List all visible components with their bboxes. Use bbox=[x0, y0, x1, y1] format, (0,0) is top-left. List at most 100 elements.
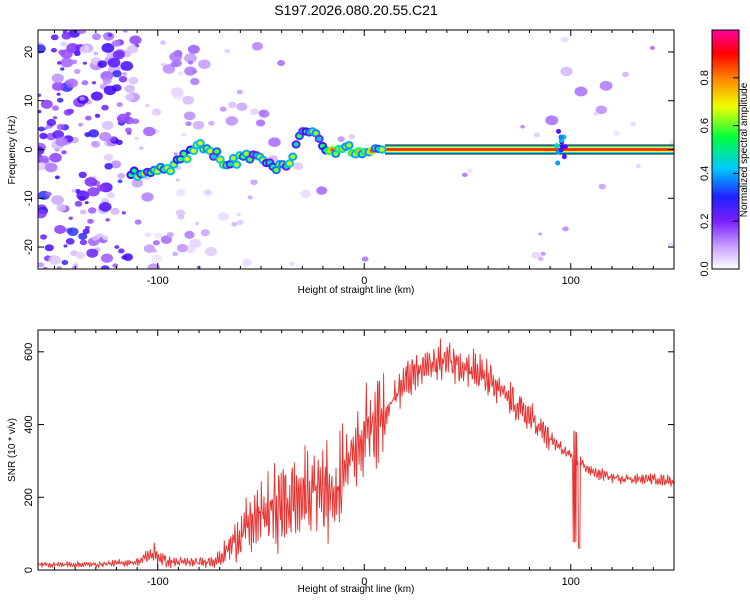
heatmap-noise-blob bbox=[48, 255, 61, 265]
snr-xtick-label: 100 bbox=[562, 576, 580, 588]
snr-xtick-label: -100 bbox=[147, 576, 169, 588]
heatmap-noise-blob bbox=[231, 222, 238, 227]
heatmap-noise-blob bbox=[147, 263, 161, 269]
heatmap-ylabel: Frequency (Hz) bbox=[7, 116, 18, 185]
colorbar-tick-label: 0.8 bbox=[699, 70, 711, 85]
heatmap-noise-blob bbox=[125, 127, 132, 133]
heatmap-ridge-core bbox=[234, 162, 240, 167]
heatmap-noise-blob bbox=[110, 137, 117, 142]
heatmap-noise-blob bbox=[93, 51, 99, 56]
heatmap-noise-blob bbox=[79, 45, 90, 54]
heatmap-noise-blob bbox=[187, 60, 194, 65]
heatmap-noise-blob bbox=[593, 112, 599, 116]
snr-ytick-label: 0 bbox=[23, 567, 35, 573]
heatmap-noise-blob bbox=[60, 67, 65, 71]
heatmap-noise-blob bbox=[337, 136, 345, 142]
heatmap-noise-blob bbox=[38, 146, 45, 156]
heatmap-noise-blob bbox=[289, 261, 295, 266]
heatmap-ridge-core bbox=[131, 168, 137, 173]
heatmap-ridge-core bbox=[184, 156, 190, 162]
heatmap-noise-blob bbox=[236, 102, 248, 111]
heatmap-noise-blob bbox=[122, 30, 128, 33]
heatmap-ridge-core bbox=[290, 154, 296, 159]
heatmap-noise-blob bbox=[116, 102, 123, 107]
heatmap-noise-blob bbox=[128, 77, 139, 85]
heatmap-noise-blob bbox=[121, 211, 126, 215]
heatmap-noise-blob bbox=[122, 72, 128, 76]
heatmap-noise-blob bbox=[99, 131, 112, 142]
heatmap-noise-blob bbox=[67, 227, 79, 237]
heatmap-ridge-core bbox=[207, 148, 213, 154]
heatmap-disturbance-blob bbox=[556, 128, 562, 134]
figure-title: S197.2026.080.20.55.C21 bbox=[274, 2, 438, 18]
heatmap-noise-blob bbox=[55, 136, 68, 147]
heatmap-noise-blob bbox=[112, 70, 122, 78]
heatmap-noise-blob bbox=[94, 113, 101, 118]
heatmap-ridge-core bbox=[243, 151, 250, 157]
heatmap-noise-blob bbox=[533, 132, 540, 138]
colorbar-gradient bbox=[711, 29, 740, 270]
heatmap-disturbance-blob bbox=[555, 160, 561, 166]
heatmap-ridge-core bbox=[191, 148, 197, 154]
heatmap-noise-blob bbox=[60, 57, 74, 68]
heatmap-ytick-label: -20 bbox=[23, 239, 35, 255]
heatmap-noise-blob bbox=[38, 126, 45, 132]
heatmap-noise-blob bbox=[76, 190, 90, 201]
heatmap-noise-blob bbox=[52, 81, 65, 92]
heatmap-noise-blob bbox=[84, 201, 89, 205]
heatmap-noise-blob bbox=[79, 239, 88, 246]
heatmap-noise-blob bbox=[184, 230, 195, 239]
heatmap-noise-blob bbox=[63, 244, 68, 248]
snr-ytick-label: 600 bbox=[23, 343, 35, 361]
heatmap-noise-blob bbox=[176, 243, 188, 253]
heatmap-noise-blob bbox=[599, 80, 613, 91]
heatmap-noise-blob bbox=[76, 30, 87, 35]
heatmap-noise-blob bbox=[183, 111, 196, 121]
heatmap-noise-blob bbox=[537, 256, 544, 262]
heatmap-noise-blob bbox=[102, 235, 109, 241]
heatmap-ridge-core bbox=[181, 151, 187, 157]
heatmap-noise-blob bbox=[56, 266, 62, 269]
heatmap-noise-blob bbox=[126, 44, 139, 54]
heatmap-noise-blob bbox=[73, 68, 81, 75]
heatmap-noise-blob bbox=[104, 163, 113, 170]
heatmap-noise-blob bbox=[61, 150, 67, 155]
heatmap-noise-blob bbox=[292, 162, 304, 171]
heatmap-noise-blob bbox=[84, 225, 90, 230]
heatmap-noise-blob bbox=[103, 85, 117, 96]
heatmap-noise-blob bbox=[87, 187, 100, 197]
heatmap-ridge-core bbox=[177, 157, 184, 162]
heatmap-noise-blob bbox=[63, 109, 73, 116]
heatmap-noise-blob bbox=[203, 189, 213, 196]
heatmap-noise-blob bbox=[170, 61, 178, 68]
heatmap-noise-blob bbox=[78, 122, 84, 127]
heatmap-noise-blob bbox=[117, 172, 126, 179]
heatmap-noise-blob bbox=[65, 237, 75, 245]
snr-axes: -100 0 100 0 200 400 600 bbox=[23, 330, 675, 588]
heatmap-noise-blob bbox=[175, 188, 186, 197]
heatmap-noise-blob bbox=[39, 155, 50, 164]
heatmap-noise-blob bbox=[538, 232, 543, 236]
heatmap-noise-blob bbox=[111, 40, 119, 47]
heatmap-noise-blob bbox=[56, 92, 61, 96]
heatmap-noise-blob bbox=[124, 93, 135, 101]
colorbar-ticks: 0.0 0.2 0.4 0.6 0.8 bbox=[699, 70, 739, 277]
heatmap-noise-blob bbox=[300, 189, 311, 198]
heatmap-noise-blob bbox=[97, 60, 108, 68]
heatmap-noise-blob bbox=[361, 256, 369, 262]
heatmap-noise-blob bbox=[622, 71, 629, 78]
heatmap-noise-blob bbox=[84, 177, 97, 187]
heatmap-noise-blob bbox=[56, 97, 64, 103]
heatmap-noise-blob bbox=[98, 201, 112, 212]
heatmap-noise-blob bbox=[87, 218, 94, 224]
heatmap-ridge-core bbox=[379, 147, 385, 152]
heatmap-noise-blob bbox=[103, 153, 114, 161]
heatmap-noise-blob bbox=[122, 253, 133, 262]
heatmap-noise-blob bbox=[250, 179, 258, 186]
heatmap-noise-blob bbox=[56, 61, 62, 65]
heatmap-noise-blob bbox=[668, 139, 674, 145]
heatmap-noise-blob bbox=[50, 34, 59, 41]
heatmap-noise-blob bbox=[177, 214, 185, 220]
heatmap-steady-tone-core bbox=[384, 148, 674, 151]
